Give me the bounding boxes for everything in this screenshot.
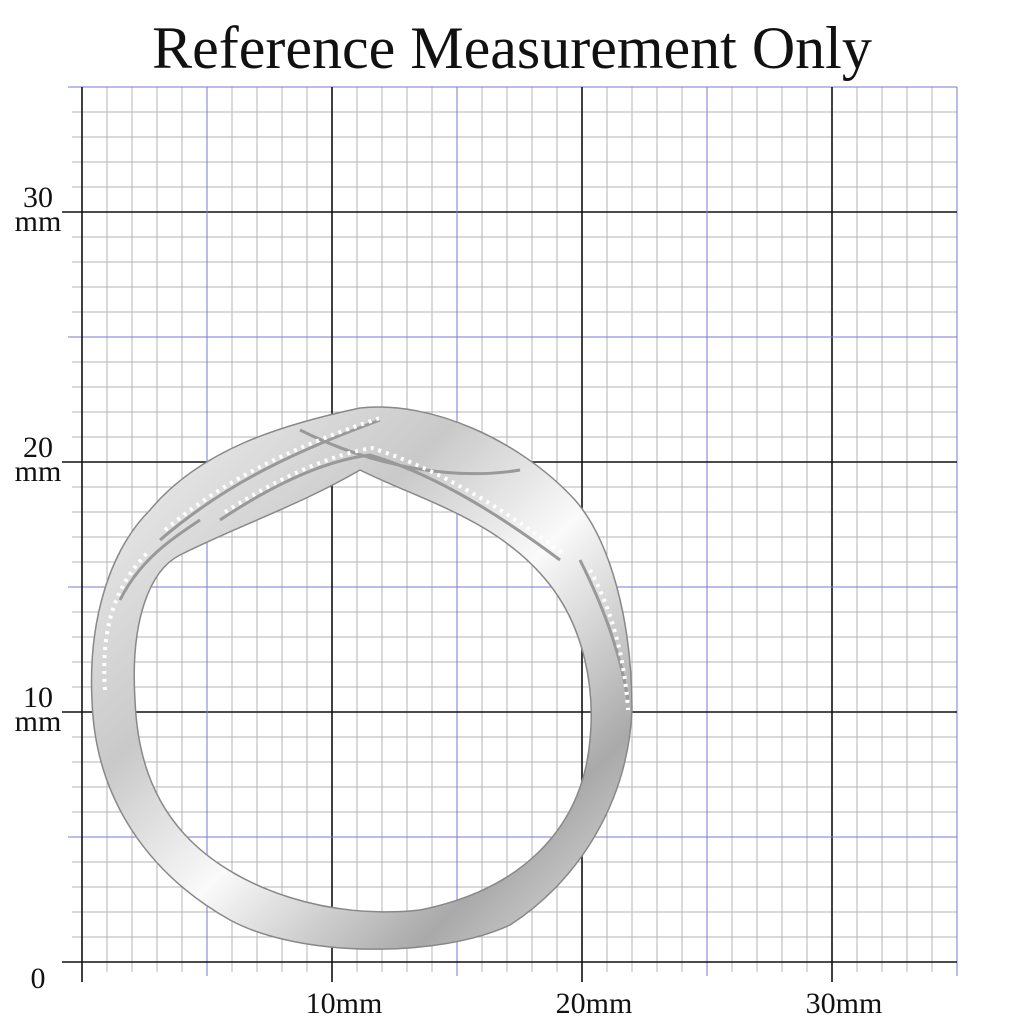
y-label-number: 10 [23, 681, 53, 714]
y-label-number: 0 [31, 962, 46, 995]
y-label-unit: mm [15, 205, 62, 238]
ring-band [90, 406, 633, 950]
y-label-number: 20 [23, 431, 53, 464]
x-label: 10mm [306, 987, 383, 1020]
y-label-unit: mm [15, 705, 62, 738]
ring-stones [102, 416, 630, 711]
y-label-number: 30 [23, 181, 53, 214]
ring-detail [118, 418, 630, 701]
title: Reference Measurement Only [152, 15, 872, 81]
grid [62, 86, 958, 982]
ring [90, 406, 633, 950]
x-label: 20mm [556, 987, 633, 1020]
x-label: 30mm [806, 987, 883, 1020]
y-label-unit: mm [15, 455, 62, 488]
